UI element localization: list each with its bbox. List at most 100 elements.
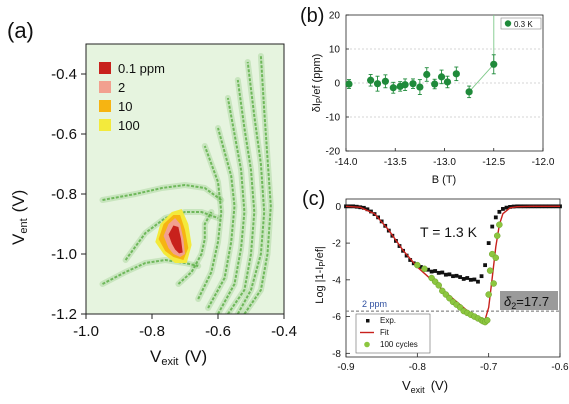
- exp-point: [483, 263, 487, 268]
- exp-point: [365, 207, 370, 212]
- data-point: [373, 80, 382, 88]
- data-point: [345, 80, 353, 88]
- panel-c-x-label: Vexit (V): [402, 378, 448, 395]
- cycle-point: [421, 265, 428, 273]
- data-point: [437, 73, 446, 81]
- error-contour: [168, 225, 183, 254]
- legend-label: 100: [118, 118, 140, 133]
- exp-point: [468, 277, 473, 282]
- y-tick-label: -0.8: [51, 186, 77, 203]
- exp-point: [436, 270, 441, 275]
- panel-c-y-label: Log |1-IP/ef|: [314, 246, 327, 304]
- cycle-point: [490, 280, 497, 287]
- y-tick-label: 10: [329, 45, 341, 56]
- data-point: [389, 84, 397, 92]
- exp-point: [461, 277, 466, 281]
- exp-point: [440, 270, 445, 275]
- data-point: [452, 70, 460, 78]
- x-tick-label: -1.0: [73, 323, 99, 340]
- exp-point: [504, 205, 509, 210]
- x-tick-label: -0.8: [139, 323, 165, 340]
- panel-b-label: (b): [300, 5, 324, 27]
- legend-label: 100 cycles: [380, 340, 418, 349]
- panel-b-x-ticks: -14.0 -13.5 -13.0 -12.5 -12.0: [335, 148, 555, 168]
- exp-point: [454, 273, 459, 278]
- plateau-curve: [102, 259, 199, 285]
- exp-point: [501, 207, 505, 211]
- legend-label: 0.3 K: [514, 20, 533, 29]
- panel-b-y-label: δIP/ef (ppm): [311, 54, 324, 113]
- exp-point: [408, 258, 413, 262]
- legend-label: 10: [118, 99, 132, 114]
- exp-point: [443, 272, 448, 277]
- panel-c-legend: Exp. Fit 100 cycles: [355, 313, 431, 354]
- legend-label: Exp.: [380, 316, 396, 325]
- error-contours: [155, 209, 192, 263]
- data-point: [431, 80, 439, 88]
- exp-point: [476, 279, 480, 284]
- data-point: [416, 83, 424, 91]
- reference-label: 2 ppm: [362, 299, 387, 309]
- legend-label: Fit: [380, 328, 390, 337]
- legend-swatch: [99, 81, 111, 93]
- y-tick-label: 0: [335, 202, 341, 213]
- data-point: [367, 76, 375, 84]
- x-tick-label: -12.0: [532, 157, 555, 168]
- x-tick-label: -0.6: [205, 323, 231, 340]
- data-point: [443, 78, 452, 86]
- legend-box: [500, 17, 542, 30]
- exp-point: [486, 241, 491, 245]
- legend-marker: [504, 20, 512, 27]
- exp-point: [511, 204, 516, 209]
- exp-point: [361, 205, 366, 210]
- exp-point: [497, 209, 502, 214]
- data-point: [490, 60, 498, 68]
- plateau-curve: [217, 97, 246, 314]
- x-tick-label: -0.8: [409, 362, 427, 373]
- x-tick-label: -0.6: [551, 362, 569, 373]
- panel-a-x-label: Vexit (V): [150, 347, 207, 368]
- x-tick-label: -0.9: [337, 362, 355, 373]
- x-tick-label: -0.7: [480, 362, 498, 373]
- panel-b-series: [345, 15, 498, 99]
- exp-point: [419, 265, 423, 269]
- y-tick-label: -0.6: [51, 126, 77, 143]
- legend-label: 2: [118, 80, 125, 95]
- delta-box: δ2=17.7: [500, 291, 558, 311]
- panel-c-label: (c): [302, 188, 325, 210]
- delta-label: δ2=17.7: [504, 294, 549, 311]
- cycle-point: [485, 291, 492, 298]
- y-tick-label: -10: [326, 113, 341, 124]
- cycle-point: [493, 232, 501, 239]
- panel-c: (c) -0.9 -0.8 -0.7 -0.6 0 -2 -4 -6 -8 2 ppm T =…: [302, 188, 569, 395]
- cycle-point: [496, 221, 503, 228]
- panel-b: (b) -14.0 -13.5 -13.0 -12.5 -12.0 -20 -10 0 10 2…: [300, 5, 555, 186]
- y-tick-label: -6: [332, 312, 341, 323]
- data-point: [423, 70, 431, 79]
- exp-point: [429, 269, 434, 274]
- x-tick-label: -13.5: [384, 157, 407, 168]
- plateau-curve: [177, 211, 213, 285]
- panel-b-x-label: B (T): [432, 174, 456, 186]
- legend-swatch: [99, 100, 111, 112]
- cycle-point: [435, 282, 442, 289]
- panel-a-frame: [85, 43, 285, 315]
- panel-a: (a) -1.0 -0.8 -0.6 -0.4 -0.4-0.6-0.8-1.0-1.…: [7, 18, 297, 368]
- plateau-curve: [102, 184, 222, 201]
- legend-marker: [364, 341, 370, 348]
- exp-point: [508, 205, 512, 209]
- delta-box-bg: [500, 291, 558, 310]
- cycle-point: [486, 267, 494, 274]
- exp-point: [479, 274, 484, 279]
- panel-b-legend: 0.3 K: [500, 17, 542, 30]
- data-point: [409, 80, 417, 88]
- y-tick-label: -20: [326, 147, 341, 158]
- plateau-boundaries: [99, 53, 274, 314]
- exp-point: [465, 276, 470, 280]
- exp-point: [451, 274, 455, 279]
- x-tick-label: -0.4: [271, 323, 297, 340]
- legend-swatch: [99, 119, 111, 131]
- panel-c-series: [344, 204, 562, 326]
- exp-point: [493, 215, 498, 220]
